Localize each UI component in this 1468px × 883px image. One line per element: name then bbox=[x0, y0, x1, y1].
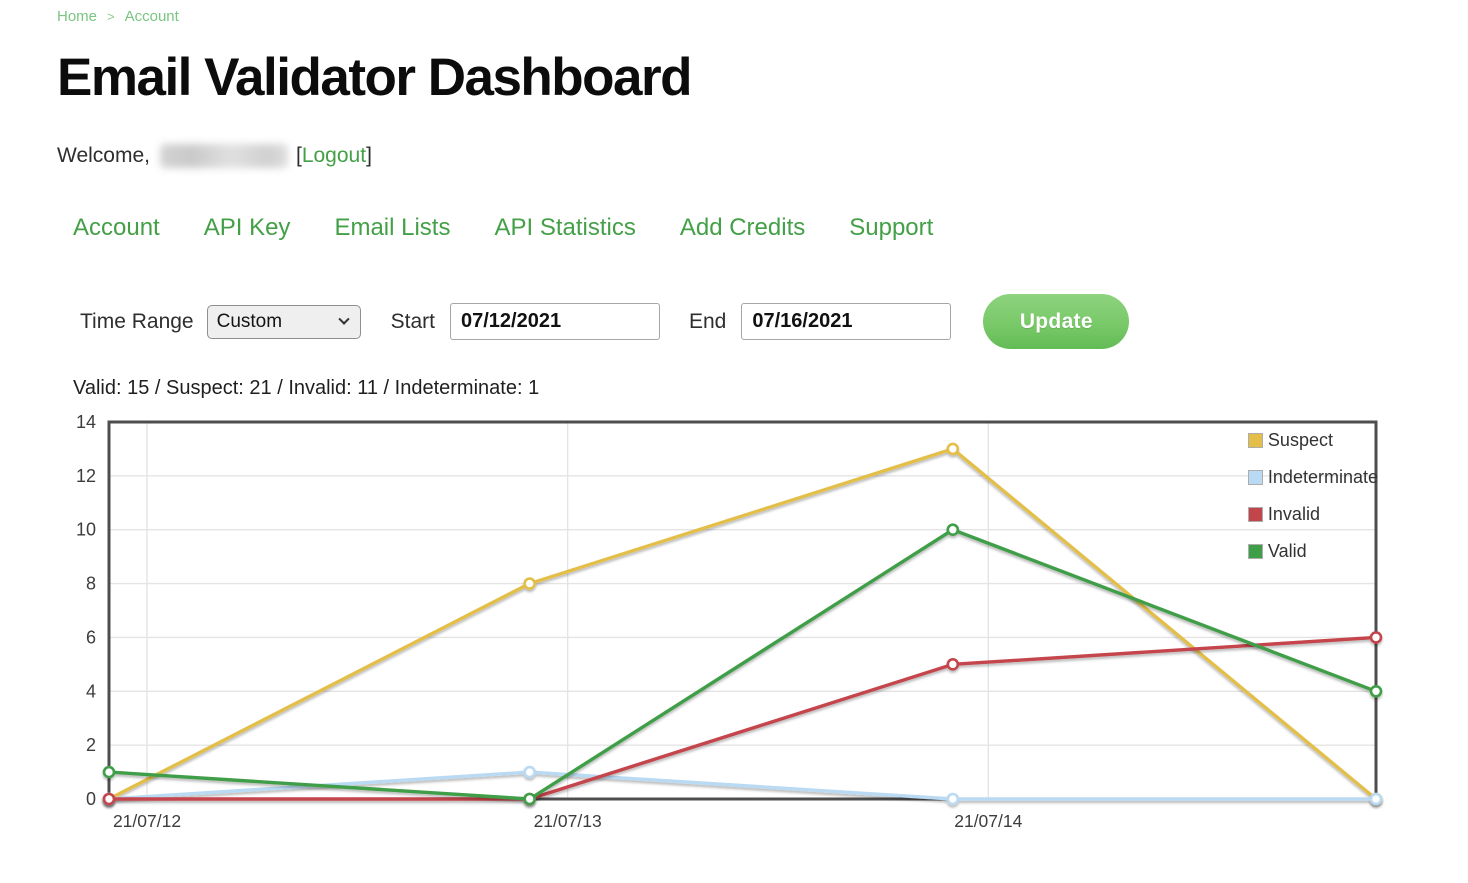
nav-item-support[interactable]: Support bbox=[849, 214, 934, 241]
legend-label-suspect: Suspect bbox=[1267, 430, 1333, 450]
time-range-label: Time Range bbox=[80, 309, 194, 333]
data-point-marker bbox=[946, 523, 960, 537]
data-point-marker bbox=[1369, 792, 1383, 806]
nav-item-account[interactable]: Account bbox=[73, 214, 160, 241]
y-tick-label: 0 bbox=[86, 789, 96, 809]
legend-item-suspect[interactable]: Suspect bbox=[1247, 430, 1378, 451]
page-title: Email Validator Dashboard bbox=[57, 48, 693, 107]
logout-bracket-close: ] bbox=[366, 144, 372, 167]
chart-legend: Suspect Indeterminate Invalid Valid bbox=[1247, 430, 1378, 562]
series-suspect bbox=[102, 442, 1383, 806]
y-tick-label: 12 bbox=[76, 466, 96, 486]
breadcrumb-account-link[interactable]: Account bbox=[124, 8, 179, 25]
welcome-row: Welcome, [Logout] bbox=[57, 144, 1468, 168]
start-date-input[interactable] bbox=[449, 303, 660, 340]
series-invalid bbox=[102, 631, 1383, 806]
y-tick-label: 14 bbox=[76, 414, 96, 432]
main-nav: Account API Key Email Lists API Statisti… bbox=[73, 214, 1468, 242]
series-line bbox=[107, 528, 1378, 801]
filter-controls: Time Range Custom Start End Update bbox=[80, 294, 1468, 349]
data-point-marker bbox=[523, 792, 536, 806]
nav-item-api-key[interactable]: API Key bbox=[203, 214, 291, 241]
x-tick-label: 21/07/12 bbox=[113, 811, 181, 831]
end-label: End bbox=[688, 309, 727, 333]
data-point-marker bbox=[1369, 631, 1383, 644]
legend-label-invalid: Invalid bbox=[1267, 504, 1320, 524]
logout-link[interactable]: Logout bbox=[301, 144, 367, 167]
chevron-down-icon bbox=[337, 313, 350, 325]
chart: 0 2 4 6 8 10 12 14 21/07/12 21/07/13 21/07/14 Susp… bbox=[59, 412, 1394, 846]
series-line bbox=[107, 447, 1378, 801]
y-tick-label: 10 bbox=[76, 520, 96, 540]
x-tick-label: 21/07/13 bbox=[534, 811, 602, 831]
legend-label-indeterminate: Indeterminate bbox=[1267, 467, 1378, 487]
legend-item-indeterminate[interactable]: Indeterminate bbox=[1247, 467, 1378, 488]
legend-label-valid: Valid bbox=[1267, 541, 1307, 561]
update-button[interactable]: Update bbox=[983, 294, 1130, 349]
logout-bracket-open: [ bbox=[295, 144, 302, 167]
suspect-swatch-icon bbox=[1247, 433, 1263, 448]
plot-border bbox=[107, 420, 1378, 801]
data-point-marker bbox=[102, 765, 116, 779]
y-tick-label: 8 bbox=[86, 574, 96, 594]
series-line bbox=[107, 635, 1378, 801]
data-point-marker bbox=[946, 658, 960, 671]
legend-item-valid[interactable]: Valid bbox=[1247, 541, 1378, 562]
start-label: Start bbox=[390, 309, 435, 333]
series-valid bbox=[102, 523, 1383, 806]
data-point-marker bbox=[1369, 684, 1383, 698]
breadcrumb: Home > Account bbox=[57, 8, 1468, 25]
summary-stats: Valid: 15 / Suspect: 21 / Invalid: 11 / … bbox=[73, 377, 540, 399]
y-tick-label: 6 bbox=[86, 627, 96, 647]
username-redacted bbox=[159, 144, 288, 168]
data-point-marker bbox=[523, 577, 536, 590]
time-range-value: Custom bbox=[216, 310, 283, 332]
page: Home > Account Email Validator Dashboard W… bbox=[57, 8, 1468, 846]
data-point-marker bbox=[523, 765, 536, 779]
y-tick-label: 2 bbox=[86, 735, 96, 755]
time-range-select[interactable]: Custom bbox=[206, 304, 361, 339]
nav-item-email-lists[interactable]: Email Lists bbox=[334, 214, 451, 241]
data-point-marker bbox=[946, 792, 960, 806]
x-tick-label: 21/07/14 bbox=[954, 811, 1022, 831]
welcome-text: Welcome, bbox=[57, 144, 150, 167]
breadcrumb-separator-icon: > bbox=[107, 9, 115, 24]
legend-item-invalid[interactable]: Invalid bbox=[1247, 504, 1378, 525]
y-tick-label: 4 bbox=[86, 681, 96, 701]
data-point-marker bbox=[946, 442, 960, 456]
invalid-swatch-icon bbox=[1247, 507, 1263, 522]
breadcrumb-home-link[interactable]: Home bbox=[57, 8, 98, 25]
line-chart: 0 2 4 6 8 10 12 14 21/07/12 21/07/13 21/07/14 bbox=[76, 412, 1383, 831]
nav-item-api-statistics[interactable]: API Statistics bbox=[494, 214, 636, 241]
indeterminate-swatch-icon bbox=[1247, 470, 1263, 485]
data-point-marker bbox=[102, 792, 116, 806]
valid-swatch-icon bbox=[1247, 544, 1263, 559]
end-date-input[interactable] bbox=[741, 303, 952, 340]
nav-item-add-credits[interactable]: Add Credits bbox=[679, 214, 806, 241]
